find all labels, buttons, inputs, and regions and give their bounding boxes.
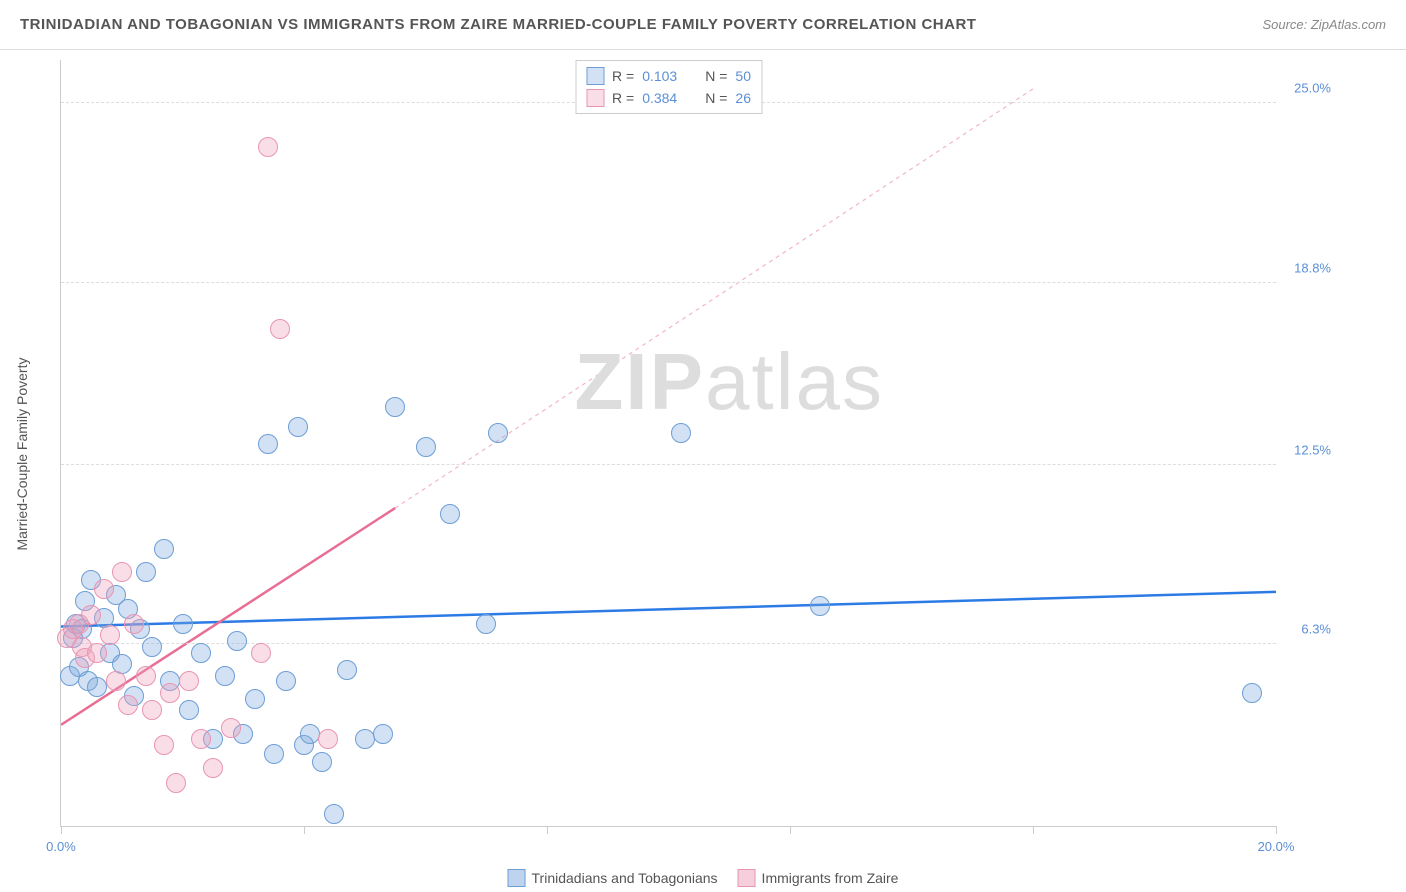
scatter-point [440, 504, 460, 524]
legend-r-label: R = [612, 90, 634, 106]
xtick [1276, 826, 1277, 834]
legend-r-label: R = [612, 68, 634, 84]
scatter-point [245, 689, 265, 709]
scatter-point [179, 671, 199, 691]
scatter-point [270, 319, 290, 339]
legend-n-value: 50 [735, 68, 751, 84]
scatter-point [258, 137, 278, 157]
legend-r-value: 0.103 [642, 68, 677, 84]
header: TRINIDADIAN AND TOBAGONIAN VS IMMIGRANTS… [0, 0, 1406, 50]
watermark: ZIPatlas [575, 336, 884, 428]
scatter-point [355, 729, 375, 749]
scatter-point [288, 417, 308, 437]
scatter-point [671, 423, 691, 443]
scatter-point [251, 643, 271, 663]
scatter-point [191, 729, 211, 749]
scatter-point [276, 671, 296, 691]
chart-title: TRINIDADIAN AND TOBAGONIAN VS IMMIGRANTS… [20, 16, 976, 33]
scatter-point [166, 773, 186, 793]
plot-region: ZIPatlas R =0.103N =50R =0.384N =26 6.3%… [60, 60, 1276, 827]
scatter-point [173, 614, 193, 634]
scatter-point [154, 539, 174, 559]
ytick-label: 18.8% [1294, 260, 1331, 275]
xtick [1033, 826, 1034, 834]
scatter-point [100, 625, 120, 645]
legend-top-row: R = 0.103 N = 50 [586, 65, 751, 87]
scatter-point [227, 631, 247, 651]
scatter-point [136, 562, 156, 582]
legend-top-row: R = 0.384 N = 26 [586, 87, 751, 109]
xtick-label: 0.0% [46, 839, 76, 854]
scatter-point [87, 643, 107, 663]
ytick-label: 25.0% [1294, 81, 1331, 96]
scatter-point [112, 562, 132, 582]
legend-n-value: 26 [735, 90, 751, 106]
scatter-point [142, 637, 162, 657]
scatter-point [136, 666, 156, 686]
scatter-point [1242, 683, 1262, 703]
trend-line [395, 89, 1033, 508]
legend-bottom: Trinidadians and Tobagonians Immigrants f… [508, 869, 899, 887]
xtick [547, 826, 548, 834]
gridline-h [61, 282, 1276, 283]
scatter-point [160, 683, 180, 703]
scatter-point [476, 614, 496, 634]
y-axis-label: Married-Couple Family Poverty [14, 357, 30, 550]
chart-area: Married-Couple Family Poverty ZIPatlas R… [50, 50, 1336, 857]
xtick [304, 826, 305, 834]
legend-swatch [508, 869, 526, 887]
scatter-point [106, 671, 126, 691]
xtick [790, 826, 791, 834]
scatter-point [264, 744, 284, 764]
legend-swatch [586, 67, 604, 85]
scatter-point [488, 423, 508, 443]
scatter-point [203, 758, 223, 778]
legend-swatch [586, 89, 604, 107]
ytick-label: 12.5% [1294, 442, 1331, 457]
scatter-point [258, 434, 278, 454]
legend-label: Trinidadians and Tobagonians [532, 870, 718, 886]
scatter-point [373, 724, 393, 744]
trend-line [61, 592, 1276, 627]
source-label: Source: ZipAtlas.com [1262, 17, 1386, 32]
gridline-h [61, 464, 1276, 465]
legend-n-label: N = [705, 90, 727, 106]
legend-bottom-item: Trinidadians and Tobagonians [508, 869, 718, 887]
scatter-point [318, 729, 338, 749]
scatter-point [385, 397, 405, 417]
scatter-point [221, 718, 241, 738]
trend-lines [61, 60, 1276, 826]
xtick-label: 20.0% [1258, 839, 1295, 854]
legend-label: Immigrants from Zaire [762, 870, 899, 886]
scatter-point [215, 666, 235, 686]
legend-swatch [738, 869, 756, 887]
scatter-point [312, 752, 332, 772]
scatter-point [810, 596, 830, 616]
scatter-point [154, 735, 174, 755]
scatter-point [81, 605, 101, 625]
scatter-point [416, 437, 436, 457]
scatter-point [87, 677, 107, 697]
scatter-point [118, 695, 138, 715]
scatter-point [142, 700, 162, 720]
scatter-point [179, 700, 199, 720]
scatter-point [337, 660, 357, 680]
scatter-point [324, 804, 344, 824]
legend-top: R = 0.103 N = 50 R = 0.384 N = 26 [575, 60, 762, 114]
xtick [61, 826, 62, 834]
legend-bottom-item: Immigrants from Zaire [738, 869, 899, 887]
legend-r-value: 0.384 [642, 90, 677, 106]
scatter-point [300, 724, 320, 744]
ytick-label: 6.3% [1301, 621, 1331, 636]
scatter-point [124, 614, 144, 634]
scatter-point [191, 643, 211, 663]
legend-n-label: N = [705, 68, 727, 84]
scatter-point [94, 579, 114, 599]
